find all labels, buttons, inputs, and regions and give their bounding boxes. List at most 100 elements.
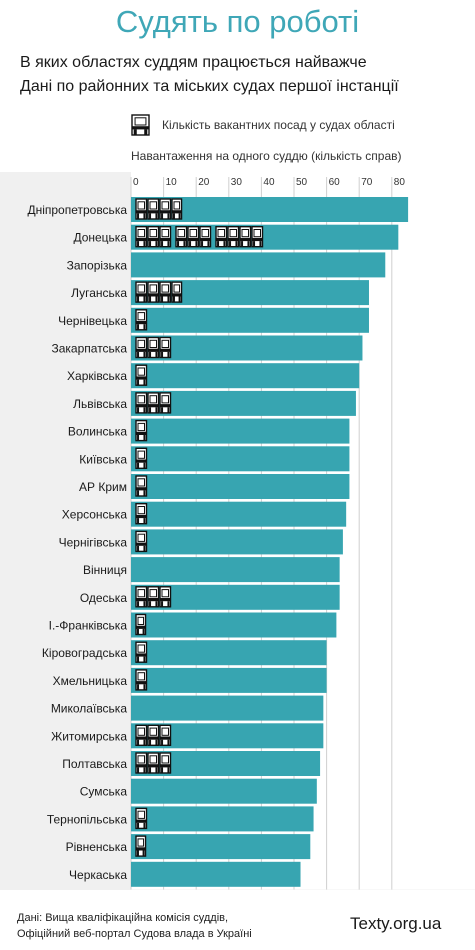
chair-icon (135, 336, 148, 359)
category-label: Закарпатська (52, 342, 128, 356)
source-line-1: Дані: Вища кваліфікаційна комісія суддів… (17, 912, 229, 924)
bar (131, 612, 337, 638)
category-label: Хмельницька (53, 674, 128, 688)
category-label: Київська (79, 452, 127, 466)
bar (131, 806, 314, 832)
category-label: Житомирська (51, 729, 127, 743)
chair-icon (159, 586, 172, 608)
chair-icon (135, 364, 148, 386)
chart-panel: 0 10 20 30 40 50 60 70 80 Дніпропетровська Донецьк… (0, 172, 475, 890)
category-label: Волинська (68, 425, 128, 439)
chair-icon (227, 226, 240, 248)
chair-icon (187, 226, 200, 248)
chair-icon (147, 752, 160, 774)
chair-icon (135, 530, 148, 553)
chair-icon (147, 724, 160, 746)
bar (131, 834, 311, 860)
chair-icon (135, 281, 148, 303)
chair-icon (147, 198, 160, 220)
chair-icon (199, 226, 212, 248)
category-label: Львівська (73, 397, 127, 411)
bar (131, 778, 317, 804)
bar (131, 446, 350, 472)
chair-icon (135, 309, 148, 331)
x-tick-label: 40 (263, 177, 275, 188)
bar (131, 557, 340, 583)
site-name: Texty.org.ua (350, 914, 442, 933)
chair-icon (159, 724, 172, 746)
chair-icon (159, 198, 172, 220)
chair-icon (171, 198, 183, 220)
x-tick-label: 60 (329, 177, 341, 188)
chair-icon (135, 724, 148, 746)
chair-icon (159, 752, 172, 774)
chair-icon (159, 226, 172, 248)
chair-icon (159, 392, 172, 414)
category-label: Харківська (67, 369, 127, 383)
source-line-2: Офіційний веб-портал Судова влада в Укра… (17, 928, 252, 940)
legend-label: Кількість вакантних посад у судах област… (162, 118, 395, 132)
chair-icon (171, 281, 183, 303)
category-label: Тернопільська (47, 812, 127, 826)
chair-icon (135, 586, 148, 608)
chair-icon (215, 226, 228, 248)
chair-icon (135, 198, 148, 220)
category-label: Луганська (71, 286, 127, 300)
chair-icon (135, 835, 147, 857)
chair-icon (147, 226, 160, 248)
bar (131, 474, 350, 499)
chair-icon (147, 336, 160, 359)
bar (131, 861, 301, 887)
bar (131, 695, 324, 721)
category-label: АР Крим (79, 480, 127, 494)
x-tick-label: 10 (166, 177, 178, 188)
chair-icon (135, 419, 148, 442)
category-label: Одеська (80, 591, 128, 605)
x-tick-label: 0 (133, 177, 139, 188)
chair-icon (175, 226, 188, 248)
category-label: Черкаська (69, 868, 127, 882)
footer: Дані: Вища кваліфікаційна комісія суддів… (0, 890, 475, 950)
chair-icon (135, 392, 148, 414)
chair-icon (251, 226, 264, 248)
bar (131, 418, 350, 444)
x-tick-label: 20 (198, 177, 210, 188)
chair-icon (135, 641, 148, 663)
bar-chart: 0 10 20 30 40 50 60 70 80 Дніпропетровська Донецьк… (27, 172, 475, 890)
chair-icon (135, 503, 148, 525)
chair-icon (135, 475, 148, 497)
bar (131, 640, 327, 666)
chair-icon (147, 281, 160, 303)
x-tick-label: 70 (361, 177, 373, 188)
chair-icon (135, 669, 148, 691)
category-label: Дніпропетровська (27, 203, 127, 217)
x-tick-label: 50 (296, 177, 308, 188)
chair-icon (239, 226, 252, 248)
chair-icon (135, 226, 148, 248)
bar (131, 252, 386, 278)
bar (131, 363, 360, 389)
category-label: Полтавська (62, 757, 127, 771)
bar (131, 501, 347, 527)
category-label: Сумська (80, 785, 128, 799)
bar (131, 307, 369, 333)
chair-icon (147, 392, 160, 414)
category-label: Запорізька (67, 258, 128, 272)
chair-icon (147, 586, 160, 608)
page-title: Судять по роботі (115, 4, 360, 39)
category-label: Херсонська (62, 508, 128, 522)
category-label: Кіровоградська (42, 646, 127, 660)
legend-chair-icon (131, 114, 150, 136)
bar (131, 529, 343, 555)
category-label: Вінниця (83, 563, 127, 577)
x-tick-label: 30 (231, 177, 243, 188)
category-label: І.-Франківська (49, 619, 128, 633)
x-axis-label: Навантаження на одного суддю (кількість … (131, 149, 402, 163)
chair-icon (159, 281, 172, 303)
subtitle-main: В яких областях суддям працюється найваж… (20, 54, 367, 71)
bar (131, 667, 327, 693)
category-label: Чернігівська (59, 535, 128, 549)
chair-icon (135, 807, 148, 830)
category-label: Миколаївська (51, 702, 128, 716)
chair-icon (135, 752, 148, 774)
